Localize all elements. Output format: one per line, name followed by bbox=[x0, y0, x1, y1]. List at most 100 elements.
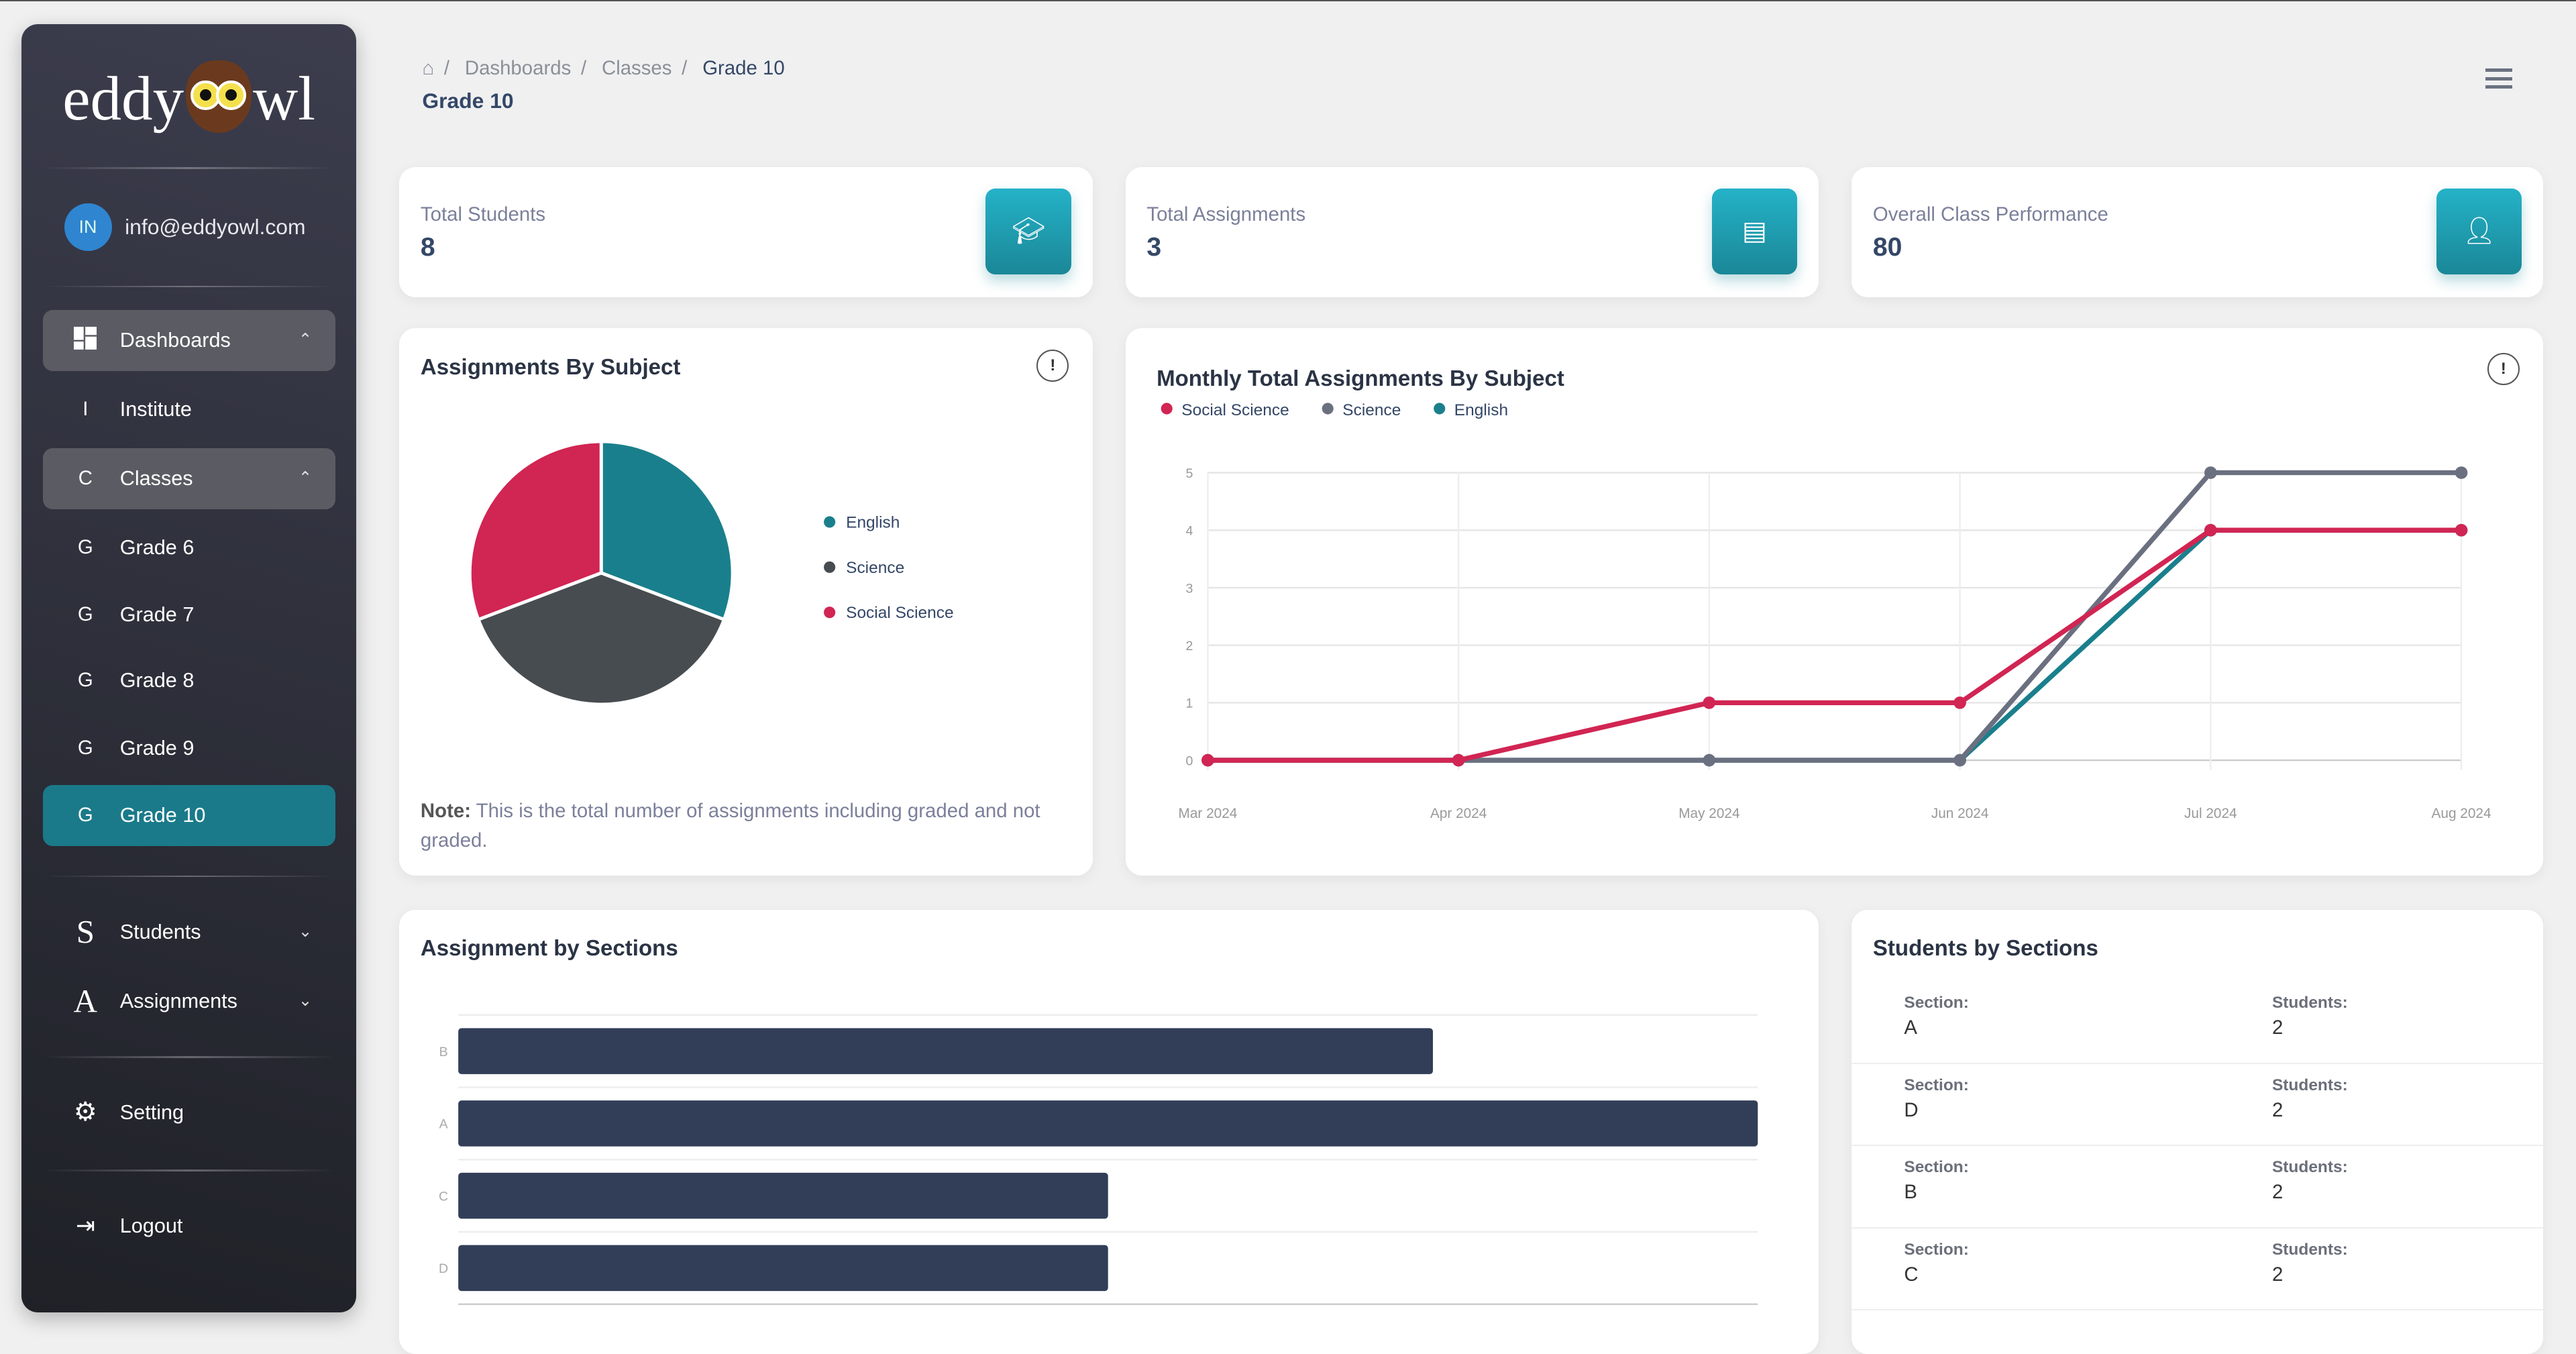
sidebar-item-label: Grade 7 bbox=[119, 603, 195, 627]
assignment-by-sections-card: Assignment by Sections B A C D bbox=[399, 910, 1819, 1354]
legend-label: Social Science bbox=[846, 605, 954, 623]
breadcrumb-classes[interactable]: Classes bbox=[601, 57, 672, 80]
stat-label: Overall Class Performance bbox=[1872, 203, 2108, 226]
data-point bbox=[1703, 696, 1715, 710]
dashboard-icon bbox=[67, 310, 103, 371]
sidebar-item-dashboards[interactable]: Dashboards ⌃ bbox=[42, 310, 335, 372]
stat-card-class-performance: Overall Class Performance 80 👤︎ bbox=[1851, 167, 2544, 297]
sidebar-item-label: Assignments bbox=[119, 989, 237, 1012]
data-point bbox=[2204, 524, 2217, 537]
data-point bbox=[1201, 754, 1214, 767]
breadcrumb-separator: / bbox=[580, 57, 587, 80]
home-icon[interactable]: ⌂ bbox=[422, 57, 435, 80]
y-tick-label: 4 bbox=[1185, 524, 1193, 539]
stat-value: 3 bbox=[1146, 233, 1162, 262]
pie-slice-science bbox=[476, 571, 727, 707]
divider bbox=[42, 285, 335, 288]
pie-slice-english bbox=[599, 439, 735, 622]
letter-icon: I bbox=[83, 398, 89, 421]
person-icon: 👤︎ bbox=[2436, 189, 2522, 274]
letter-icon: S bbox=[76, 913, 95, 951]
pie-slice-social-science bbox=[468, 439, 603, 622]
students-by-sections-card: Students by Sections Section: A Students… bbox=[1851, 910, 2544, 1354]
x-tick-label: Apr 2024 bbox=[1430, 806, 1487, 821]
sidebar-item-grade-7[interactable]: G Grade 7 bbox=[43, 584, 335, 645]
letter-icon: A bbox=[73, 982, 98, 1019]
breadcrumb-current: Grade 10 bbox=[702, 57, 785, 80]
sidebar-item-logout[interactable]: ⇥ Logout bbox=[43, 1196, 335, 1257]
sidebar-item-label: Grade 9 bbox=[119, 736, 195, 760]
sidebar-item-grade-8[interactable]: G Grade 8 bbox=[43, 650, 335, 711]
logo-text-right: wl bbox=[252, 64, 315, 134]
sidebar-item-students[interactable]: S Students ⌄ bbox=[43, 902, 335, 963]
y-tick-label: 5 bbox=[1185, 466, 1193, 481]
sidebar-item-assignments[interactable]: A Assignments ⌄ bbox=[43, 971, 335, 1032]
sidebar-item-classes[interactable]: C Classes ⌃ bbox=[42, 448, 335, 509]
user-email[interactable]: info@eddyowl.com bbox=[125, 215, 306, 240]
legend-label: Science bbox=[846, 559, 904, 577]
sidebar-item-label: Students bbox=[119, 921, 201, 944]
sidebar: eddy wl IN info@eddyowl.com Dashboards ⌃ … bbox=[21, 24, 357, 1313]
note-label: Note: bbox=[420, 800, 471, 823]
legend-dot bbox=[1322, 403, 1334, 415]
letter-icon: C bbox=[78, 467, 93, 490]
data-point bbox=[1703, 754, 1715, 767]
chevron-up-icon: ⌃ bbox=[298, 331, 313, 350]
section-value: D bbox=[1904, 1098, 1919, 1121]
category-label: D bbox=[439, 1262, 448, 1277]
y-tick-label: 1 bbox=[1185, 696, 1193, 711]
stat-card-total-assignments: Total Assignments 3 ▤ bbox=[1125, 167, 1819, 297]
students-label: Students: bbox=[2271, 1158, 2348, 1177]
section-label: Section: bbox=[1904, 1158, 1969, 1177]
category-label: A bbox=[439, 1117, 449, 1132]
students-label: Students: bbox=[2271, 1240, 2348, 1259]
section-label: Section: bbox=[1904, 994, 1969, 1012]
section-label: Section: bbox=[1904, 1076, 1969, 1094]
info-icon[interactable]: ! bbox=[2487, 353, 2520, 386]
y-tick-label: 3 bbox=[1185, 582, 1193, 596]
assignments-by-subject-card: Assignments By Subject ! English Science S… bbox=[399, 328, 1093, 876]
data-point bbox=[2455, 524, 2467, 537]
sidebar-item-institute[interactable]: I Institute bbox=[43, 379, 335, 440]
section-row: Section: C Students: 2 bbox=[1851, 1227, 2544, 1311]
x-tick-label: Aug 2024 bbox=[2431, 806, 2491, 821]
sidebar-item-label: Setting bbox=[119, 1101, 184, 1125]
card-title: Students by Sections bbox=[1872, 936, 2098, 961]
letter-icon: G bbox=[77, 669, 93, 692]
chevron-up-icon: ⌃ bbox=[298, 469, 313, 488]
sidebar-item-label: Logout bbox=[119, 1214, 183, 1238]
sidebar-item-grade-10[interactable]: G Grade 10 bbox=[42, 785, 335, 846]
sidebar-item-setting[interactable]: ⚙ Setting bbox=[43, 1082, 335, 1143]
breadcrumb-dashboards[interactable]: Dashboards bbox=[464, 57, 572, 80]
line-chart: 0 1 2 3 4 5 Mar 2024 Apr 2024 May 2024 Jun 2024 Ju… bbox=[1161, 401, 2491, 821]
sidebar-item-label: Grade 10 bbox=[119, 804, 206, 827]
card-title: Assignments By Subject bbox=[420, 354, 681, 380]
legend-dot bbox=[824, 562, 836, 574]
data-point bbox=[1953, 696, 1966, 710]
x-tick-label: Mar 2024 bbox=[1178, 806, 1237, 821]
y-tick-label: 0 bbox=[1185, 754, 1193, 769]
letter-icon: G bbox=[77, 804, 93, 827]
legend-dot bbox=[1433, 403, 1445, 415]
avatar[interactable]: IN bbox=[64, 203, 112, 252]
menu-icon[interactable] bbox=[2485, 68, 2512, 89]
data-point bbox=[1953, 754, 1966, 767]
chevron-down-icon: ⌄ bbox=[298, 991, 313, 1010]
sidebar-item-grade-6[interactable]: G Grade 6 bbox=[43, 517, 335, 578]
bar-section-b bbox=[458, 1028, 1434, 1075]
stat-label: Total Assignments bbox=[1146, 203, 1306, 226]
letter-icon: G bbox=[77, 736, 93, 759]
x-tick-label: Jul 2024 bbox=[2184, 806, 2237, 821]
bar-section-c bbox=[458, 1173, 1108, 1219]
sidebar-item-grade-9[interactable]: G Grade 9 bbox=[43, 718, 335, 779]
owl-icon bbox=[185, 60, 252, 133]
document-icon: ▤ bbox=[1711, 189, 1798, 274]
eddyowl-logo[interactable]: eddy wl bbox=[21, 60, 357, 135]
section-row: Section: B Students: 2 bbox=[1851, 1145, 2544, 1229]
letter-icon: G bbox=[77, 535, 93, 558]
monthly-assignments-card: Monthly Total Assignments By Subject ! 0… bbox=[1125, 328, 2544, 876]
gear-icon: ⚙ bbox=[73, 1098, 97, 1127]
stat-label: Total Students bbox=[420, 203, 546, 226]
section-value: C bbox=[1904, 1263, 1919, 1286]
info-icon[interactable]: ! bbox=[1036, 350, 1069, 382]
